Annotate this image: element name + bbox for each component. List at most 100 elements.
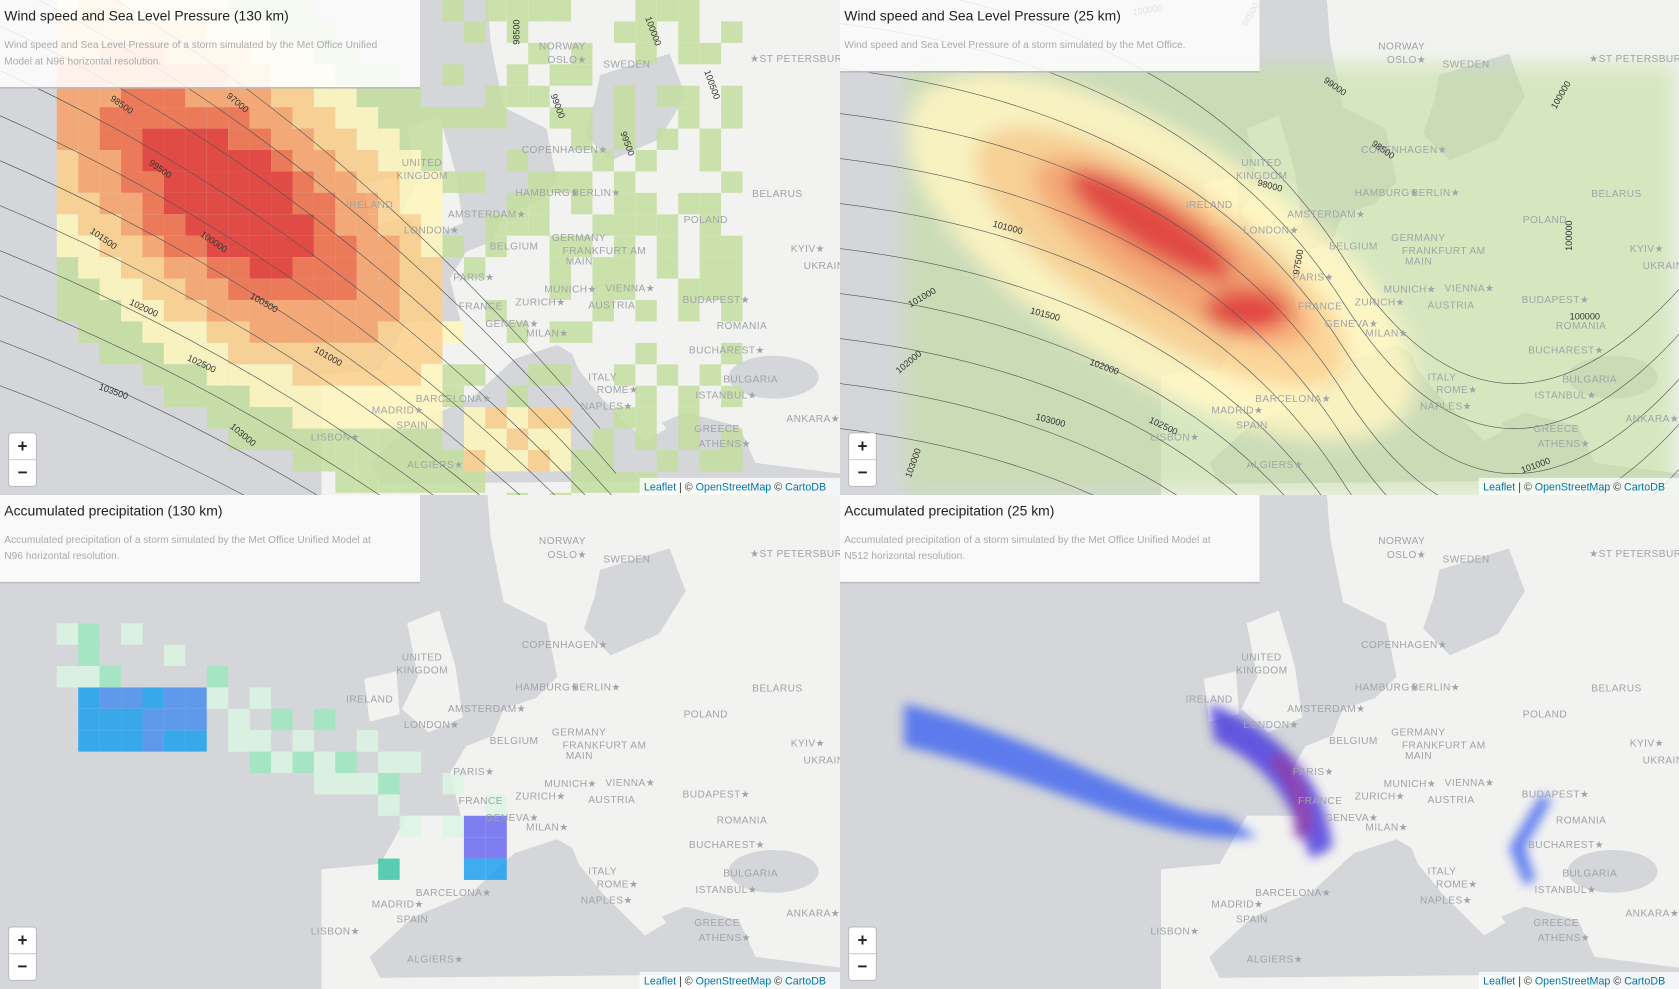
heat-cell [549, 321, 572, 343]
heat-cell [121, 171, 143, 193]
contour-line [840, 68, 1679, 474]
heat-cell [271, 321, 293, 343]
heat-cell [335, 321, 357, 343]
heat-cell [249, 687, 272, 709]
heat-cell [463, 858, 486, 880]
heat-cell [185, 321, 207, 343]
attribution-link[interactable]: Leaflet [644, 976, 676, 988]
place-label: BARCELONA★ [416, 394, 492, 405]
heat-cell [228, 128, 250, 150]
heat-cell [699, 150, 722, 172]
attribution-link[interactable]: OpenStreetMap [1535, 482, 1610, 494]
place-label: GREECE [694, 424, 739, 435]
heat-cell [442, 107, 464, 129]
zoom-out[interactable]: − [857, 462, 867, 482]
place-label: ISTANBUL★ [1535, 885, 1597, 896]
heat-cell [121, 278, 143, 300]
contour-line [840, 293, 1285, 495]
heat-cell [528, 171, 550, 193]
zoom-in[interactable]: + [17, 930, 27, 950]
place-label: FRANCE [1298, 796, 1342, 807]
sea-baltic [583, 548, 686, 656]
heat-cell [249, 751, 272, 774]
heat-cell [206, 687, 229, 709]
heat-cell [528, 214, 550, 236]
zoom-in[interactable]: + [857, 931, 867, 950]
heat-cell [378, 364, 400, 386]
heat-cell [421, 300, 443, 322]
place-label: ALGIERS★ [407, 954, 464, 965]
attribution-link[interactable]: Leaflet [1483, 482, 1515, 494]
contour-line [840, 203, 1352, 495]
heat-cell [656, 235, 679, 258]
attribution-link[interactable]: CartoDB [785, 482, 826, 494]
place-label: GREECE [694, 918, 740, 929]
heat-cell [249, 235, 272, 258]
place-label: GERMANY [1391, 233, 1445, 244]
place-label: ZURICH★ [1355, 297, 1405, 308]
attribution-link[interactable]: CartoDB [1624, 976, 1665, 988]
place-label: BULGARIA [1562, 869, 1617, 880]
heat-cell [335, 428, 357, 450]
heat-cell [356, 192, 379, 215]
contour-line [0, 385, 245, 495]
heat-cell [56, 150, 79, 172]
heat-cell [656, 214, 679, 236]
attribution-link[interactable]: Leaflet [644, 482, 676, 494]
heat-cell [613, 257, 636, 279]
heat-cell [399, 450, 422, 472]
heat-cell [399, 150, 422, 172]
heat-cell [378, 171, 400, 193]
heat-cell [292, 235, 314, 258]
heat-cell [99, 192, 122, 215]
place-label: ISTANBUL★ [1535, 391, 1597, 402]
map-panel[interactable]: NORWAY OSLO★ SWEDEN ★ST PETERSBURG COPENHAGE… [0, 495, 840, 989]
place-label: POLAND [684, 215, 728, 226]
attribution-link[interactable]: Leaflet [1483, 976, 1515, 988]
map-panel[interactable]: NORWAY OSLO★ SWEDEN ★ST PETERSBURG COPENHAGE… [840, 495, 1679, 989]
heat-cell [485, 407, 507, 429]
heat-cell [378, 342, 400, 365]
heat-cell [228, 235, 250, 258]
contour-line [840, 338, 1238, 495]
info-box [0, 495, 420, 583]
overlay [904, 64, 1675, 493]
heat-cell [399, 85, 422, 108]
attribution-link[interactable]: OpenStreetMap [1535, 976, 1611, 988]
attribution-link[interactable]: CartoDB [785, 976, 826, 988]
zoom-out[interactable]: − [857, 957, 867, 976]
heat-cell [185, 687, 207, 709]
basemap-labels: NORWAY OSLO★ SWEDEN ★ST PETERSBURG COPENHAGE… [311, 41, 840, 471]
heat-cell [678, 278, 700, 300]
zoom-out[interactable]: − [17, 956, 27, 976]
heat-cell [421, 321, 443, 343]
map-panel[interactable]: NORWAY OSLO★ SWEDEN ★ST PETERSBURG COPENHAGE… [0, 0, 840, 495]
map-panel[interactable]: NORWAY OSLO★ SWEDEN ★ST PETERSBURG COPENHAGE… [840, 0, 1679, 495]
heat-cell [571, 235, 593, 258]
heat-cell [335, 235, 357, 258]
heat-cell [421, 342, 443, 365]
heat-cell [635, 300, 657, 322]
heat-cell [613, 85, 636, 108]
place-label: MUNICH★ [1384, 284, 1437, 295]
heat-cell [721, 85, 743, 108]
info-description: Accumulated precipitation of a storm sim… [844, 535, 1211, 546]
heat-cell [271, 385, 293, 408]
heat-core [1203, 287, 1290, 335]
attribution-text: | © [679, 482, 693, 494]
zoom-in[interactable]: + [17, 436, 27, 456]
heat-cell [292, 85, 314, 108]
attribution-link[interactable]: OpenStreetMap [696, 482, 772, 494]
heat-cell [335, 257, 357, 279]
zoom-out[interactable]: − [17, 462, 27, 482]
heat-cell [378, 471, 400, 493]
attribution-link[interactable]: CartoDB [1624, 482, 1665, 494]
heat-cell [249, 730, 272, 752]
attribution-link[interactable]: OpenStreetMap [696, 976, 772, 988]
heat-cell [206, 364, 229, 386]
place-label: MILAN★ [526, 823, 569, 834]
heat-cell [249, 321, 272, 343]
heat-cell [721, 21, 743, 43]
heat-cell [142, 278, 164, 300]
zoom-in[interactable]: + [857, 436, 867, 456]
